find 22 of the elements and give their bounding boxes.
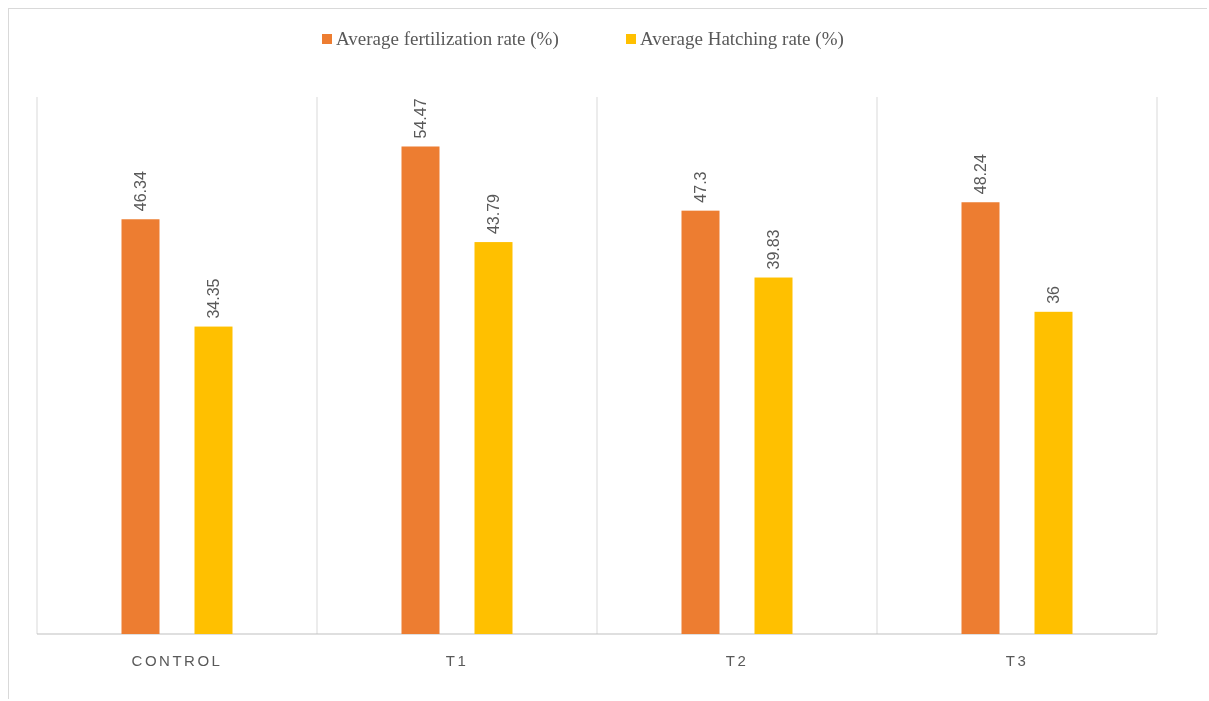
x-tick-label: T2 — [725, 652, 749, 669]
legend-label: Average Hatching rate (%) — [640, 28, 844, 50]
x-tick-label: CONTROL — [131, 652, 223, 669]
bar — [401, 146, 440, 634]
data-label: 54.47 — [411, 98, 429, 139]
data-label: 48.24 — [971, 154, 989, 195]
bar — [681, 210, 720, 634]
data-label: 34.35 — [204, 278, 222, 319]
x-tick-label: T1 — [445, 652, 469, 669]
data-label: 43.79 — [484, 193, 502, 235]
bar — [961, 202, 1000, 634]
bar — [1034, 311, 1073, 634]
data-label: 47.3 — [691, 171, 709, 203]
data-label: 36 — [1044, 285, 1062, 304]
legend-label: Average fertilization rate (%) — [336, 28, 559, 50]
bar — [194, 326, 233, 634]
data-label: 46.34 — [131, 171, 149, 212]
data-label: 39.83 — [764, 229, 782, 270]
bar — [474, 242, 513, 634]
x-tick-label: T3 — [1005, 652, 1029, 669]
bar — [754, 277, 793, 634]
bar — [121, 219, 160, 634]
